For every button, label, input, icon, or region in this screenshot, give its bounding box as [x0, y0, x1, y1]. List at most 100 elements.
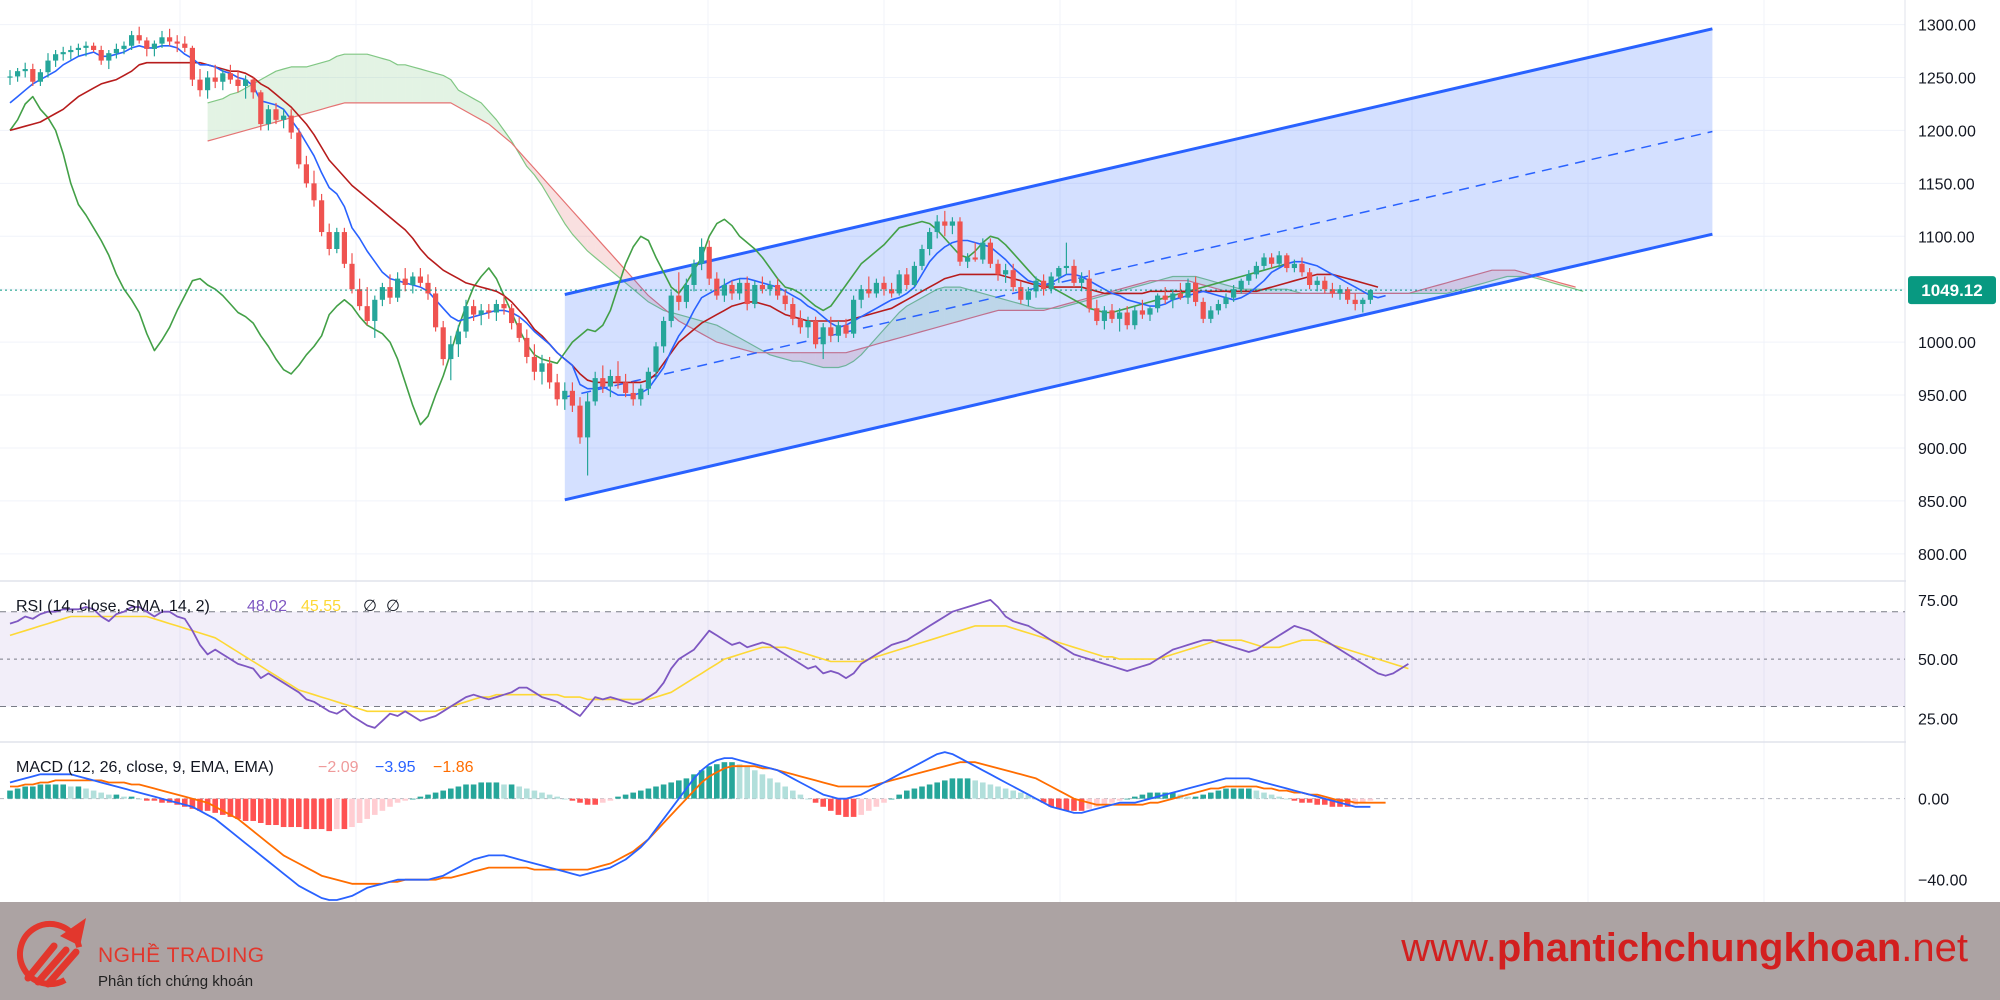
candle-down[interactable] [357, 278, 363, 311]
candle-up[interactable] [539, 354, 545, 385]
candle-up[interactable] [53, 49, 59, 67]
candle-down[interactable] [326, 223, 332, 256]
candle-down[interactable] [1200, 297, 1206, 324]
candle-up[interactable] [159, 30, 165, 48]
candle-down[interactable] [987, 238, 993, 269]
candle-down[interactable] [319, 193, 325, 237]
candle-up[interactable] [463, 299, 469, 338]
candle-down[interactable] [1094, 299, 1100, 326]
rsi-panel[interactable] [0, 599, 1905, 729]
candle-up[interactable] [1276, 251, 1282, 269]
candle-up[interactable] [661, 316, 667, 353]
candle-up[interactable] [410, 272, 416, 294]
candle-down[interactable] [813, 316, 819, 349]
candle-up[interactable] [1246, 270, 1252, 285]
candle-down[interactable] [98, 45, 104, 65]
candle-down[interactable] [364, 287, 370, 326]
candle-down[interactable] [630, 382, 636, 406]
candle-up[interactable] [379, 282, 385, 307]
candle-up[interactable] [592, 371, 598, 406]
website-link[interactable]: www.phantichchungkhoan.net [1401, 926, 1968, 971]
candle-down[interactable] [288, 109, 294, 139]
candle-down[interactable] [1269, 253, 1275, 269]
candle-up[interactable] [1003, 263, 1009, 283]
candle-up[interactable] [1063, 242, 1069, 275]
candle-down[interactable] [957, 217, 963, 266]
candle-down[interactable] [866, 276, 872, 298]
candle-down[interactable] [615, 361, 621, 389]
candle-up[interactable] [1117, 308, 1123, 332]
candle-up[interactable] [1215, 299, 1221, 315]
candle-down[interactable] [402, 268, 408, 292]
candle-up[interactable] [151, 40, 157, 57]
candle-down[interactable] [471, 299, 477, 321]
candle-up[interactable] [896, 270, 902, 296]
candle-up[interactable] [683, 278, 689, 309]
stock-chart[interactable]: 1300.001250.001200.001150.001100.001050.… [0, 0, 2000, 902]
candle-down[interactable] [790, 297, 796, 326]
candle-down[interactable] [1124, 306, 1130, 330]
candle-up[interactable] [1132, 306, 1138, 330]
price-axis[interactable]: 1300.001250.001200.001150.001100.001050.… [1906, 0, 2000, 902]
candle-up[interactable] [980, 238, 986, 264]
candle-up[interactable] [805, 316, 811, 338]
candle-up[interactable] [1314, 276, 1320, 292]
candle-down[interactable] [1307, 268, 1313, 290]
candle-up[interactable] [68, 45, 74, 60]
candle-up[interactable] [106, 49, 112, 70]
candle-down[interactable] [417, 268, 423, 288]
candle-down[interactable] [182, 36, 188, 53]
candle-down[interactable] [1322, 276, 1328, 294]
candle-up[interactable] [478, 304, 484, 326]
candle-down[interactable] [569, 382, 575, 412]
candle-up[interactable] [455, 325, 461, 357]
candle-down[interactable] [600, 365, 606, 393]
candle-down[interactable] [1041, 274, 1047, 296]
candle-down[interactable] [904, 268, 910, 290]
candle-up[interactable] [372, 295, 378, 338]
candle-up[interactable] [911, 261, 917, 288]
candle-up[interactable] [1025, 287, 1031, 307]
candle-down[interactable] [440, 320, 446, 366]
candle-down[interactable] [296, 128, 302, 169]
candle-up[interactable] [243, 75, 249, 99]
candle-up[interactable] [15, 67, 21, 82]
candle-down[interactable] [227, 64, 233, 84]
candle-up[interactable] [1367, 289, 1373, 305]
candle-down[interactable] [1086, 270, 1092, 313]
candle-down[interactable] [577, 397, 583, 444]
candle-down[interactable] [972, 242, 978, 262]
candle-down[interactable] [167, 28, 173, 46]
candle-up[interactable] [721, 278, 727, 302]
candle-up[interactable] [691, 259, 697, 292]
candle-down[interactable] [676, 272, 682, 311]
candle-down[interactable] [554, 373, 560, 406]
candle-down[interactable] [1177, 282, 1183, 300]
candle-down[interactable] [349, 253, 355, 294]
candle-up[interactable] [281, 109, 287, 129]
candle-down[interactable] [1109, 304, 1115, 324]
channel-lower-line[interactable] [564, 232, 1713, 502]
candle-up[interactable] [1033, 276, 1039, 298]
candle-down[interactable] [501, 295, 507, 315]
candle-up[interactable] [653, 342, 659, 379]
candle-up[interactable] [562, 382, 568, 410]
candle-up[interactable] [1337, 284, 1343, 300]
candle-up[interactable] [1170, 289, 1176, 309]
candle-up[interactable] [1056, 265, 1062, 283]
candle-up[interactable] [22, 62, 28, 78]
candle-up[interactable] [395, 272, 401, 302]
candle-up[interactable] [699, 238, 705, 271]
candle-down[interactable] [250, 77, 256, 99]
candle-down[interactable] [1329, 282, 1335, 298]
candle-down[interactable] [881, 276, 887, 296]
candle-down[interactable] [144, 37, 150, 57]
candle-down[interactable] [311, 170, 317, 207]
candle-up[interactable] [851, 295, 857, 338]
candle-up[interactable] [858, 284, 864, 309]
candle-down[interactable] [212, 64, 218, 89]
candle-up[interactable] [668, 291, 674, 328]
candle-up[interactable] [37, 69, 43, 86]
candle-up[interactable] [820, 323, 826, 360]
candle-down[interactable] [1010, 263, 1016, 292]
